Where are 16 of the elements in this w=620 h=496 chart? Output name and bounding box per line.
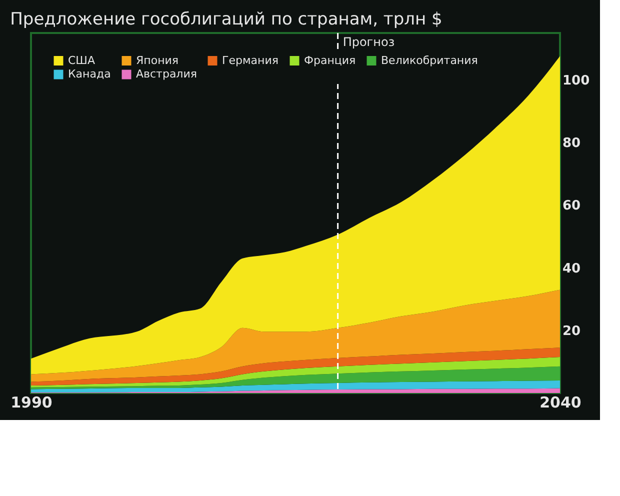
y-tick-label: 80 xyxy=(562,136,581,152)
y-tick-label: 60 xyxy=(562,198,581,214)
x-tick-label: 1990 xyxy=(10,394,52,412)
x-tick-label: 2040 xyxy=(540,394,582,412)
legend-label: Франция xyxy=(304,54,356,67)
legend-label: Австралия xyxy=(136,68,197,80)
y-tick-label: 40 xyxy=(562,261,581,276)
legend-label: США xyxy=(68,54,96,67)
legend-label: Великобритания xyxy=(381,54,478,67)
y-tick-label: 100 xyxy=(562,73,590,88)
legend-label: Германия xyxy=(222,54,278,67)
y-tick-label: 20 xyxy=(562,324,581,339)
legend-label: Япония xyxy=(136,54,179,67)
legend-label: Канада xyxy=(68,68,111,80)
chart-title: Предложение гособлигаций по странам, трлн $ xyxy=(10,9,442,30)
ref-line-label: Прогноз xyxy=(342,35,395,49)
